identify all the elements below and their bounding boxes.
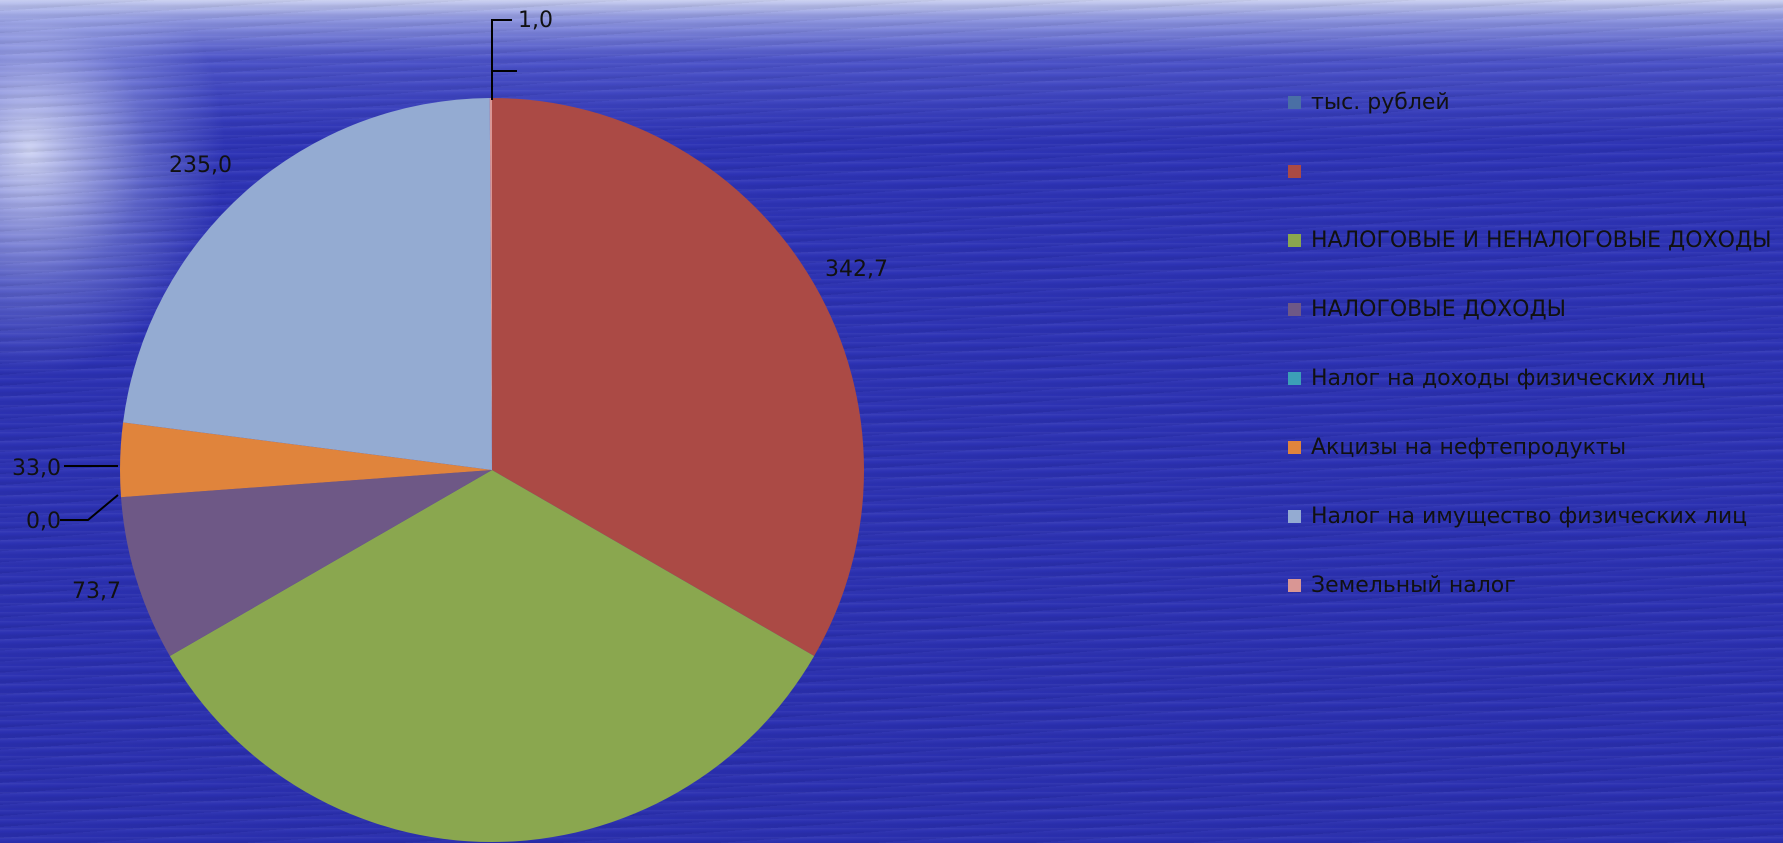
chart-legend: тыс. рублей НАЛОГОВЫЕ И НЕНАЛОГОВЫЕ ДОХОД… [1288,91,1772,643]
legend-item: Акцизы на нефтепродукты [1288,436,1772,505]
legend-label: тыс. рублей [1311,90,1450,115]
data-label: 73,7 [72,579,121,604]
legend-swatch [1288,165,1301,178]
legend-swatch [1288,510,1301,523]
label-leader-lines [60,19,517,521]
legend-swatch [1288,234,1301,247]
data-label: 33,0 [12,456,61,481]
legend-swatch [1288,96,1301,109]
legend-label: Налог на имущество физических лиц [1311,504,1748,529]
legend-item: тыс. рублей [1288,91,1772,160]
data-label: 1,0 [518,8,553,33]
leader-line [60,494,119,521]
legend-label: НАЛОГОВЫЕ ДОХОДЫ [1311,297,1567,322]
pie-slice [120,422,493,498]
pie-slice [121,470,492,656]
legend-swatch [1288,303,1301,316]
leader-line [491,19,512,100]
legend-item: Земельный налог [1288,574,1772,643]
legend-label: Земельный налог [1311,573,1516,598]
legend-swatch [1288,441,1301,454]
legend-label: НАЛОГОВЫЕ И НЕНАЛОГОВЫЕ ДОХОДЫ [1311,228,1772,253]
legend-item: Налог на имущество физических лиц [1288,505,1772,574]
data-label: 342,7 [825,257,888,282]
legend-item: Налог на доходы физических лиц [1288,367,1772,436]
legend-swatch [1288,579,1301,592]
data-labels: 342,7 73,7 0,0 33,0 235,0 1,0 [12,8,888,604]
legend-label: Акцизы на нефтепродукты [1311,435,1627,460]
legend-item [1288,160,1772,229]
pie-slices [120,98,864,842]
data-label: 235,0 [169,153,232,178]
legend-swatch [1288,372,1301,385]
legend-label: Налог на доходы физических лиц [1311,366,1706,391]
pie-slice [489,98,492,470]
data-label: 0,0 [26,509,61,534]
pie-slice [492,98,864,656]
pie-slice [169,470,815,842]
legend-item: НАЛОГОВЫЕ ДОХОДЫ [1288,298,1772,367]
pie-slice [123,98,492,470]
legend-item: НАЛОГОВЫЕ И НЕНАЛОГОВЫЕ ДОХОДЫ [1288,229,1772,298]
